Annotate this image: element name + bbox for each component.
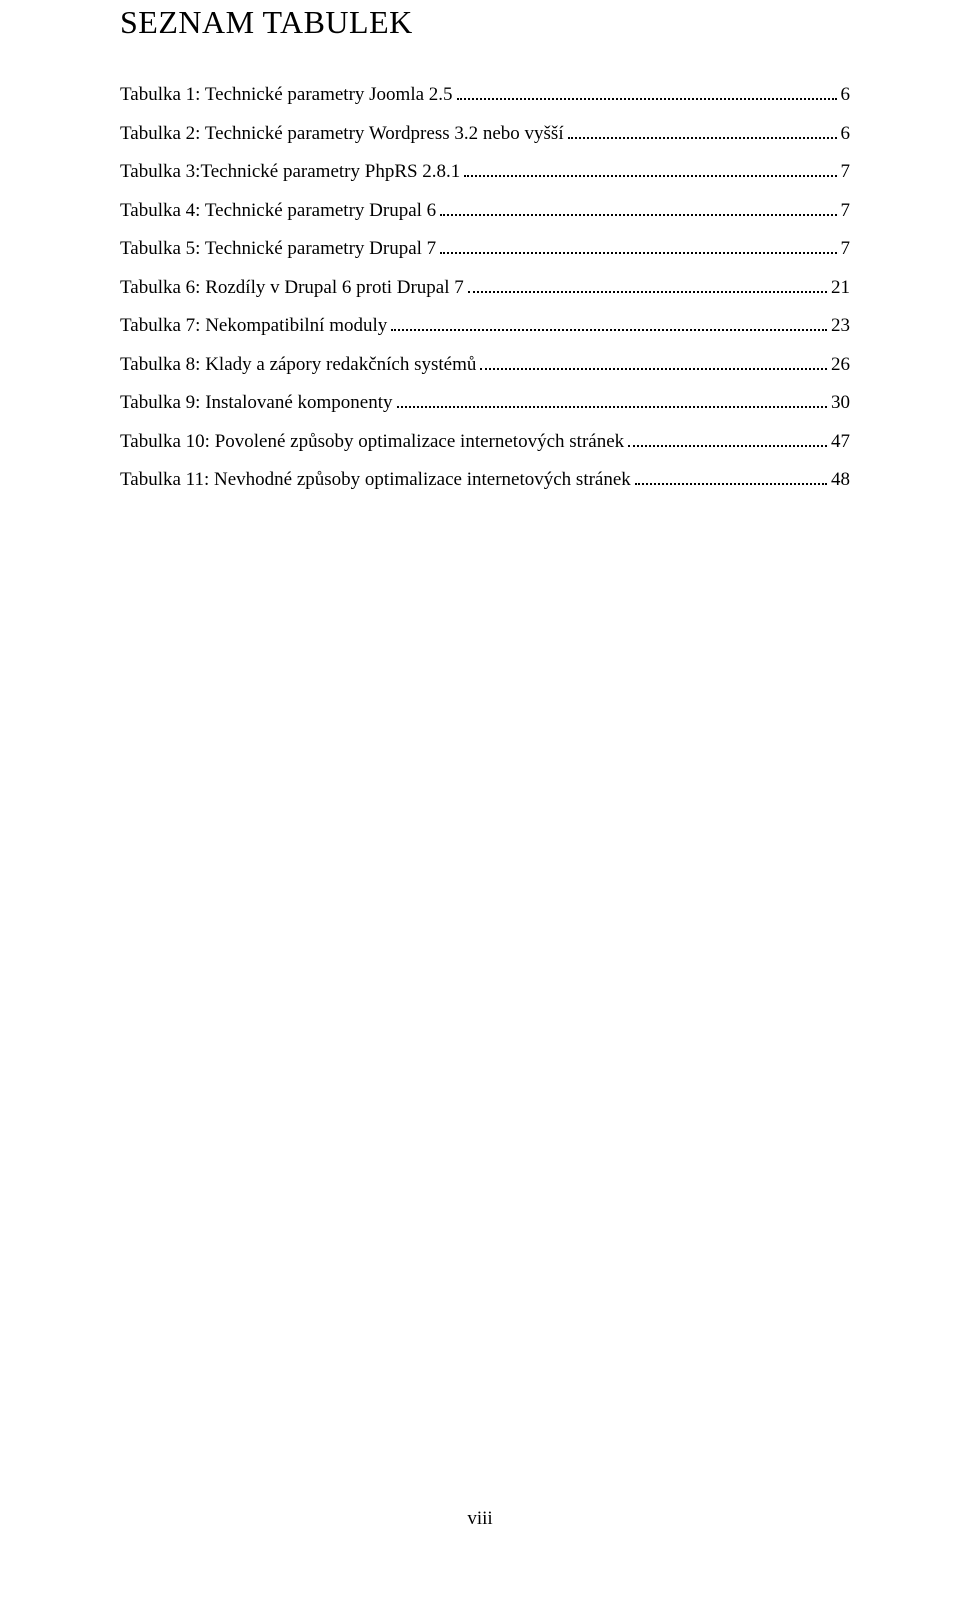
toc-label: Tabulka 4: Technické parametry Drupal 6	[120, 201, 436, 220]
leader-dots	[440, 202, 836, 215]
toc-label: Tabulka 11: Nevhodné způsoby optimalizac…	[120, 470, 631, 489]
leader-dots	[628, 433, 827, 446]
leader-dots	[568, 125, 837, 138]
leader-dots	[440, 241, 836, 254]
leader-dots	[391, 318, 827, 331]
toc-page-number: 6	[841, 124, 851, 143]
toc-label: Tabulka 1: Technické parametry Joomla 2.…	[120, 85, 453, 104]
leader-dots	[480, 356, 827, 369]
toc-entry: Tabulka 6: Rozdíly v Drupal 6 proti Drup…	[120, 278, 850, 297]
toc-label: Tabulka 10: Povolené způsoby optimalizac…	[120, 432, 624, 451]
toc-entry: Tabulka 1: Technické parametry Joomla 2.…	[120, 85, 850, 104]
table-of-tables: Tabulka 1: Technické parametry Joomla 2.…	[120, 85, 850, 489]
toc-entry: Tabulka 9: Instalované komponenty 30	[120, 393, 850, 412]
toc-entry: Tabulka 4: Technické parametry Drupal 6 …	[120, 201, 850, 220]
page: SEZNAM TABULEK Tabulka 1: Technické para…	[0, 0, 960, 1600]
toc-entry: Tabulka 7: Nekompatibilní moduly 23	[120, 316, 850, 335]
toc-page-number: 23	[831, 316, 850, 335]
leader-dots	[468, 279, 827, 292]
toc-page-number: 30	[831, 393, 850, 412]
toc-label: Tabulka 2: Technické parametry Wordpress…	[120, 124, 564, 143]
toc-page-number: 6	[841, 85, 851, 104]
leader-dots	[635, 472, 827, 485]
toc-entry: Tabulka 10: Povolené způsoby optimalizac…	[120, 432, 850, 451]
toc-entry: Tabulka 11: Nevhodné způsoby optimalizac…	[120, 470, 850, 489]
toc-page-number: 7	[841, 201, 851, 220]
leader-dots	[457, 87, 837, 100]
page-number-footer: viii	[0, 1508, 960, 1530]
toc-page-number: 7	[841, 162, 851, 181]
toc-label: Tabulka 6: Rozdíly v Drupal 6 proti Drup…	[120, 278, 464, 297]
toc-label: Tabulka 7: Nekompatibilní moduly	[120, 316, 387, 335]
page-title: SEZNAM TABULEK	[120, 0, 850, 41]
toc-entry: Tabulka 8: Klady a zápory redakčních sys…	[120, 355, 850, 374]
toc-label: Tabulka 8: Klady a zápory redakčních sys…	[120, 355, 476, 374]
leader-dots	[464, 164, 836, 177]
toc-page-number: 47	[831, 432, 850, 451]
toc-entry: Tabulka 2: Technické parametry Wordpress…	[120, 124, 850, 143]
toc-label: Tabulka 3:Technické parametry PhpRS 2.8.…	[120, 162, 460, 181]
toc-entry: Tabulka 3:Technické parametry PhpRS 2.8.…	[120, 162, 850, 181]
toc-entry: Tabulka 5: Technické parametry Drupal 7 …	[120, 239, 850, 258]
toc-page-number: 26	[831, 355, 850, 374]
toc-page-number: 48	[831, 470, 850, 489]
toc-label: Tabulka 5: Technické parametry Drupal 7	[120, 239, 436, 258]
toc-page-number: 21	[831, 278, 850, 297]
toc-label: Tabulka 9: Instalované komponenty	[120, 393, 393, 412]
leader-dots	[397, 395, 827, 408]
toc-page-number: 7	[841, 239, 851, 258]
